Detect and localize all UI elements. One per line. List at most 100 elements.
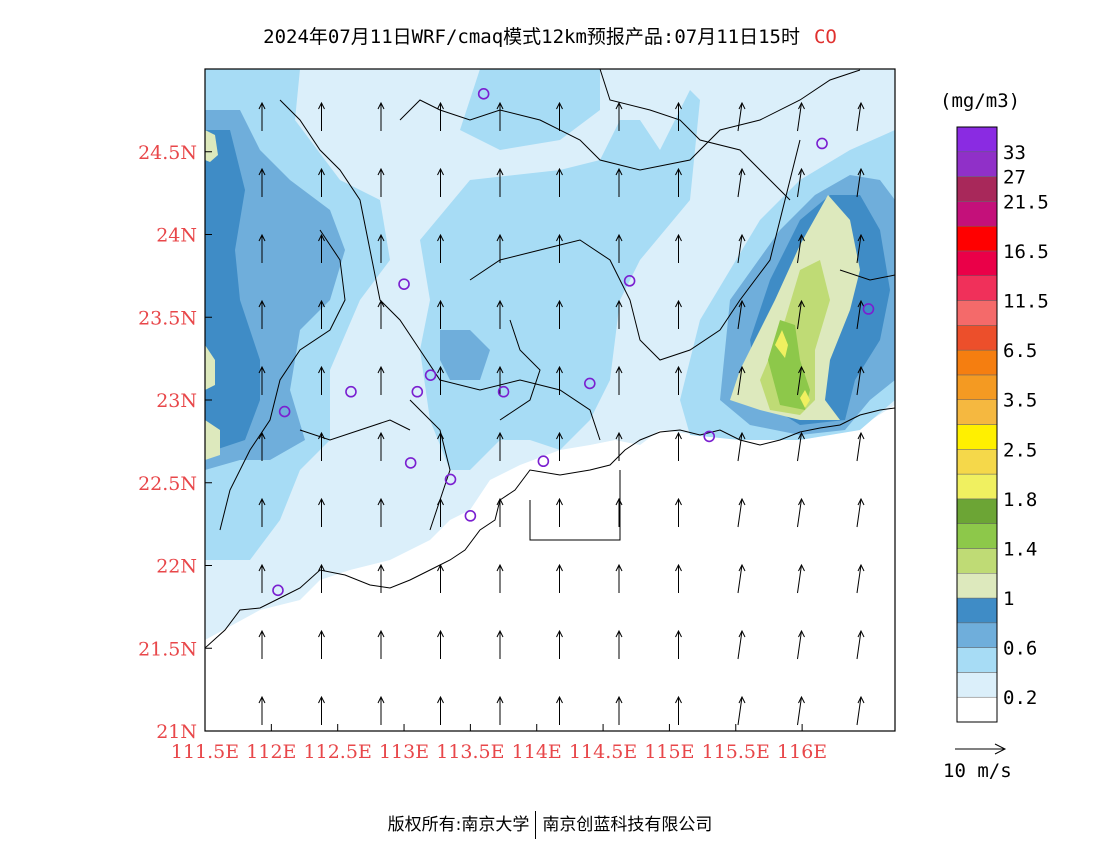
wind-arrow	[856, 630, 862, 660]
wind-arrow-head	[738, 497, 746, 506]
wind-arrow-head	[377, 299, 385, 308]
lon-tick-label: 112E	[246, 741, 296, 763]
wind-arrow-head	[615, 431, 623, 440]
wind-arrow-head	[738, 563, 746, 572]
colorbar-swatch	[956, 523, 998, 549]
wind-arrow-head	[556, 233, 563, 242]
wind-arrow-head	[738, 167, 746, 176]
wind-arrow	[856, 498, 862, 528]
wind-arrow-head	[377, 233, 385, 242]
wind-arrow-head	[556, 695, 563, 704]
map-title: 2024年07月11日WRF/cmaq模式12km预报产品:07月11日15时 C…	[0, 22, 1100, 49]
wind-arrow	[856, 432, 862, 462]
station-marker	[345, 385, 357, 398]
footer-separator	[535, 811, 537, 839]
wind-arrow-head	[437, 167, 444, 176]
wind-arrow	[737, 168, 743, 198]
wind-arrow-head	[437, 365, 444, 374]
colorbar-swatch	[956, 151, 998, 177]
lat-tick-label: 22.5N	[138, 473, 197, 495]
wind-arrow-head	[258, 101, 266, 110]
wind-arrow-head	[857, 233, 865, 242]
pale-yellow-west-2	[205, 345, 215, 390]
lon-tick-label: 112.5E	[304, 741, 372, 763]
wind-arrow-head	[739, 37, 745, 43]
wind-arrow	[797, 366, 802, 396]
colorbar-swatch	[956, 225, 998, 252]
wind-arrow	[797, 102, 802, 132]
colorbar-swatch	[956, 374, 998, 400]
yellow-core-east	[775, 330, 788, 358]
wind-arrow-head	[258, 563, 266, 572]
wind-arrow-head	[798, 563, 805, 572]
station-marker	[464, 510, 477, 522]
wind-arrow-head	[258, 629, 266, 638]
wind-arrow	[797, 630, 802, 660]
wind-arrow-head	[556, 431, 563, 440]
mid-blue-region-top	[460, 69, 600, 150]
wind-arrow-head	[377, 167, 385, 176]
wind-arrow-head	[377, 431, 385, 440]
wind-arrow-head	[857, 101, 865, 110]
wind-arrow-head	[615, 167, 623, 176]
lon-tick-label: 111.5E	[171, 741, 239, 763]
wind-arrow-head	[318, 365, 325, 374]
wind-arrow-head	[738, 365, 746, 374]
wind-arrow-head	[377, 101, 385, 110]
wind-arrow-head	[557, 37, 563, 43]
wind-arrow-head	[496, 167, 504, 176]
wind-arrow-head	[556, 365, 563, 374]
colorbar-swatch	[956, 597, 998, 624]
wind-arrow-head	[318, 299, 325, 308]
lon-tick-label: 116E	[777, 741, 827, 763]
wind-arrow-head	[615, 497, 623, 506]
station-marker	[537, 455, 550, 468]
wind-arrow	[737, 432, 743, 462]
wind-arrow-head	[496, 431, 504, 440]
wind-arrow-head	[615, 233, 623, 242]
colorbar-label: 0.6	[1003, 638, 1037, 660]
wind-arrow-head	[377, 497, 385, 506]
colorbar-swatch	[956, 275, 998, 301]
wind-arrow-head	[437, 233, 444, 242]
wind-arrow-head	[437, 695, 444, 704]
partner-text: 南京创蓝科技有限公司	[542, 815, 713, 835]
lat-tick-label: 22N	[156, 556, 197, 578]
stations-layer	[272, 88, 875, 597]
colorbar-label: 33	[1003, 142, 1026, 164]
wind-arrow	[737, 498, 743, 528]
wind-arrow-head	[496, 695, 504, 704]
lat-tick-label: 23.5N	[138, 307, 197, 329]
wind-arrow-head	[798, 431, 805, 440]
wind-arrow-head	[258, 299, 266, 308]
wind-arrow-head	[437, 101, 444, 110]
colorbar-swatch	[956, 622, 998, 648]
station-marker	[404, 457, 417, 469]
wind-arrow-head	[496, 563, 504, 572]
wind-arrow-head	[615, 101, 623, 110]
wind-arrow-head	[318, 497, 325, 506]
colorbar-swatch	[956, 548, 998, 574]
wind-vectors	[258, 37, 865, 726]
colorbar-swatch	[956, 126, 998, 153]
wind-arrow	[737, 102, 743, 132]
wind-arrow-head	[738, 299, 746, 308]
wind-arrow	[856, 234, 862, 264]
colorbar-swatch	[956, 696, 998, 723]
wind-arrow-head	[258, 167, 266, 176]
wind-arrow-head	[556, 563, 563, 572]
colorbar-swatch	[956, 498, 998, 524]
wind-arrow	[737, 366, 743, 396]
wind-arrow	[797, 564, 802, 594]
wind-arrow-head	[857, 431, 865, 440]
wind-arrow	[856, 168, 862, 198]
wind-arrow	[737, 564, 743, 594]
station-marker	[411, 385, 424, 398]
wind-arrow-head	[857, 167, 865, 176]
wind-arrow-head	[675, 365, 682, 374]
wind-arrow-head	[377, 563, 385, 572]
colorbar-frame	[956, 126, 998, 723]
colorbar-label: 11.5	[1003, 291, 1049, 313]
wind-arrow-head	[675, 695, 682, 704]
lat-tick-label: 23N	[156, 390, 197, 412]
